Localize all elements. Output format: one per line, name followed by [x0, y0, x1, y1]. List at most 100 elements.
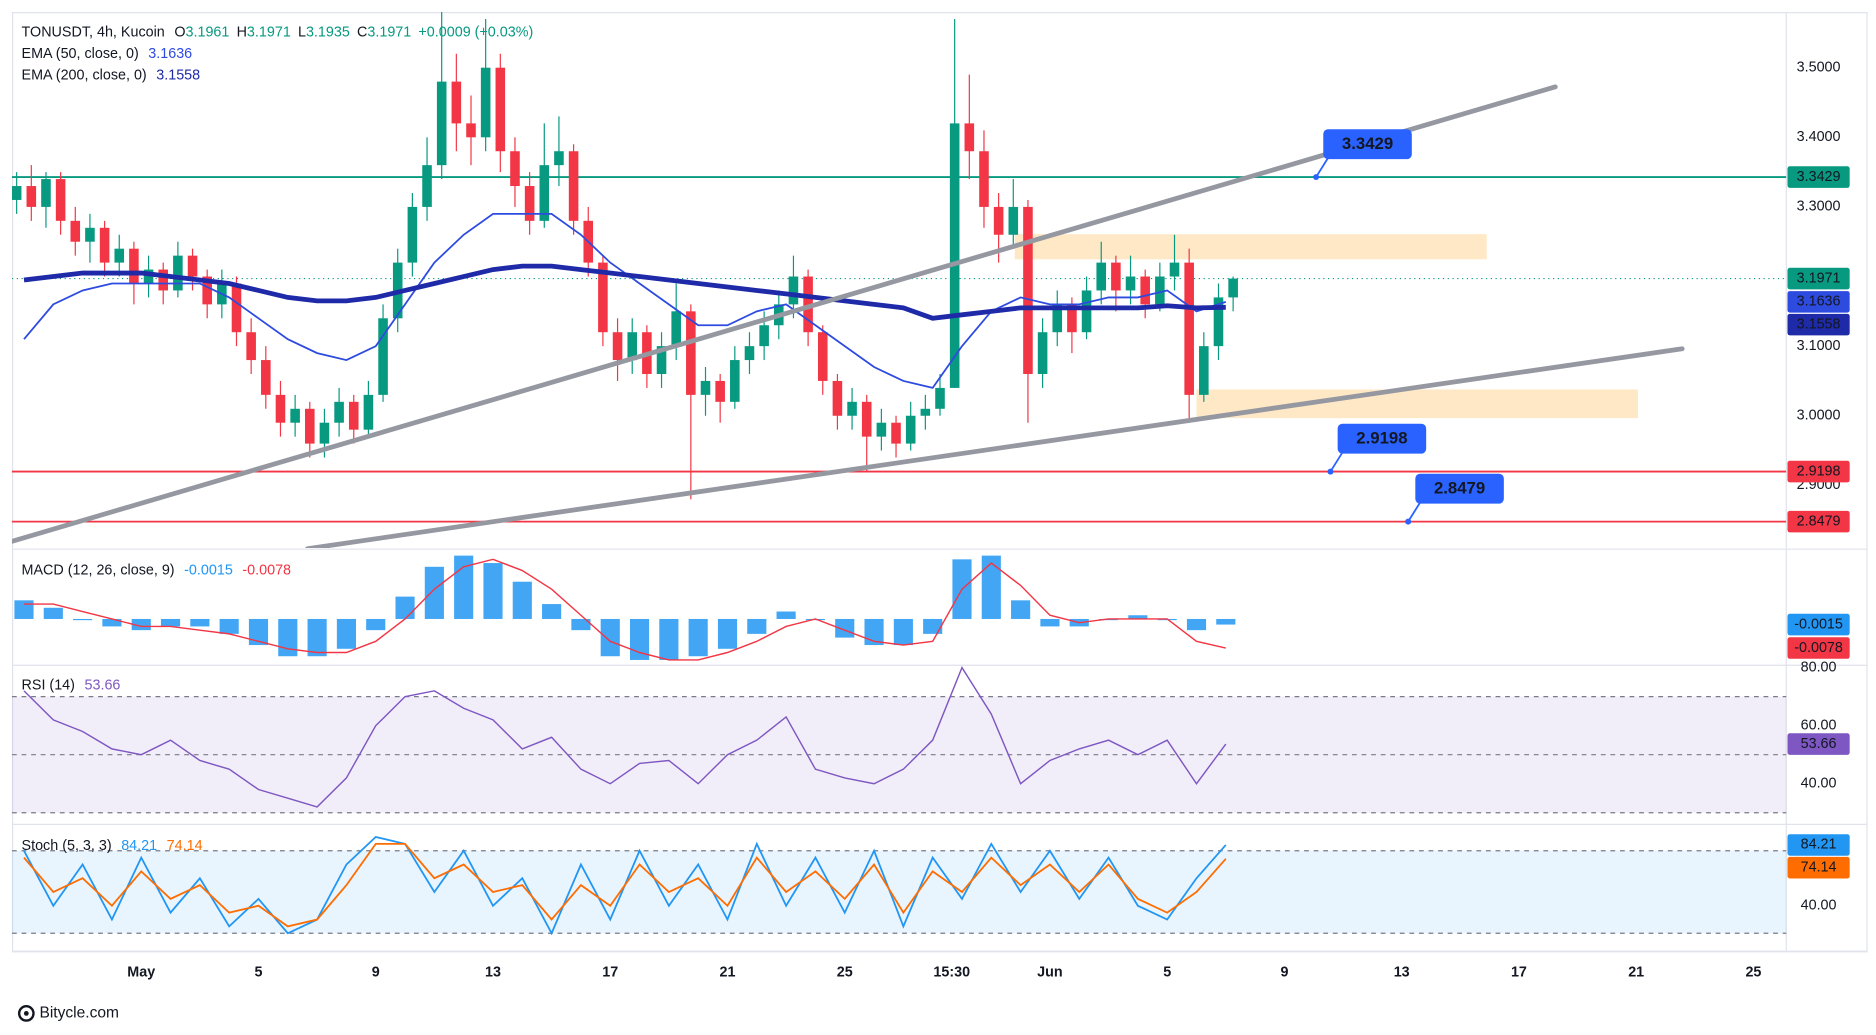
x-tick-label: 9	[1280, 965, 1288, 981]
candle-body	[275, 394, 286, 423]
price-badge-label: -0.0078	[1794, 640, 1843, 656]
candle-body	[539, 165, 550, 221]
y-tick-label: 40.00	[1801, 776, 1837, 792]
readout-value: 3.1971	[247, 24, 291, 40]
candle-body	[598, 262, 608, 333]
legend-value: 84.21	[121, 838, 157, 854]
candle-body	[1199, 346, 1209, 395]
candle-body	[1169, 262, 1180, 277]
price-badge	[1787, 166, 1850, 188]
macd-column	[160, 618, 181, 627]
macd-column	[835, 618, 855, 638]
macd-column	[542, 604, 562, 619]
y-tick-label: 40.00	[1801, 898, 1837, 914]
candle-body	[1096, 262, 1107, 291]
macd-column	[1011, 600, 1031, 619]
legend-value: 3.1558	[156, 67, 200, 83]
rsi-line	[23, 666, 1227, 808]
macd-column	[102, 618, 122, 627]
price-badge-label: 84.21	[1801, 837, 1837, 853]
candle-body	[407, 206, 418, 263]
price-badge-label: -0.0015	[1794, 616, 1843, 632]
macd-column	[454, 555, 474, 619]
macd-column	[190, 618, 210, 627]
candle-body	[700, 380, 711, 395]
candle-body	[788, 276, 799, 305]
candle-body	[905, 415, 916, 444]
x-tick-label: 5	[1163, 965, 1171, 981]
price-badge	[1787, 267, 1850, 290]
macd-column	[278, 618, 298, 657]
candle-body	[85, 227, 95, 242]
candle-body	[26, 186, 37, 207]
readout-label: L	[298, 24, 306, 40]
macd-column	[571, 618, 591, 631]
zone	[1196, 389, 1638, 419]
readout-value: 3.1961	[186, 24, 230, 40]
candle-body	[671, 311, 681, 347]
candle-body	[979, 151, 989, 207]
price-badge	[1787, 733, 1850, 755]
x-tick-label: 5	[254, 965, 262, 981]
macd-column	[483, 563, 503, 619]
callout-box	[1323, 129, 1412, 160]
callout-label: 3.3429	[1342, 134, 1393, 153]
candle-body	[876, 422, 887, 437]
macd-column	[43, 607, 63, 619]
candle-body	[524, 186, 535, 221]
macd-column	[747, 618, 767, 634]
candle-body	[99, 227, 110, 263]
legend-name: RSI (14)	[22, 677, 75, 693]
candle-body	[173, 255, 183, 291]
callout-label: 2.9198	[1356, 429, 1407, 448]
candle-body	[114, 248, 125, 263]
legend-value: 74.14	[167, 838, 203, 854]
y-tick-label: 3.1000	[1797, 338, 1841, 354]
stoch-line	[23, 842, 1227, 928]
x-tick-label: 17	[1511, 965, 1527, 981]
candle-body	[1140, 276, 1150, 305]
y-tick-label: 3.3000	[1797, 199, 1841, 215]
macd-column	[864, 618, 884, 646]
candle-body	[11, 186, 22, 200]
legend: Stoch (5, 3, 3) 84.21 74.14	[22, 838, 203, 854]
macd-column	[248, 618, 269, 646]
candle-body	[1008, 206, 1019, 235]
x-tick-label: May	[127, 965, 155, 981]
candle-body	[1052, 304, 1063, 333]
main-pane	[11, 12, 1787, 549]
legend-name: MACD (12, 26, close, 9)	[22, 563, 175, 579]
candle-body	[861, 401, 872, 437]
macd-column	[1216, 618, 1236, 625]
candle-body	[231, 283, 242, 333]
price-badge-label: 3.1971	[1797, 270, 1841, 286]
candle-body	[759, 325, 769, 347]
candle-body	[319, 422, 330, 444]
candle-body	[436, 81, 447, 166]
macd-column	[1186, 618, 1207, 631]
candle-body	[949, 123, 960, 388]
price-badge-label: 53.66	[1801, 736, 1837, 752]
footer-logo	[17, 1005, 35, 1022]
price-badge	[1787, 291, 1850, 313]
candle-body	[920, 408, 931, 416]
legend: TONUSDT, 4h, Kucoin O3.1961 H3.1971 L3.1935…	[22, 24, 534, 40]
x-tick-label: 21	[720, 965, 736, 981]
price-badge-label: 2.8479	[1797, 513, 1841, 529]
callout-box	[1415, 473, 1504, 504]
readout-value: 3.1935	[306, 24, 350, 40]
candle-body	[422, 165, 432, 207]
readout-label: H	[237, 24, 247, 40]
readout-label: C	[357, 24, 367, 40]
legend-value: -0.0078	[242, 563, 291, 579]
price-badge	[1787, 856, 1850, 879]
legend-name: Stoch (5, 3, 3)	[22, 838, 112, 854]
macd-column	[717, 618, 738, 649]
candle-body	[612, 332, 623, 361]
callout-anchor	[1313, 174, 1320, 181]
candle-body	[1067, 304, 1077, 333]
y-tick-label: 3.5000	[1797, 59, 1841, 75]
price-badge-label: 3.1558	[1797, 316, 1841, 332]
footer-brand: Bitycle.com	[39, 1005, 118, 1022]
